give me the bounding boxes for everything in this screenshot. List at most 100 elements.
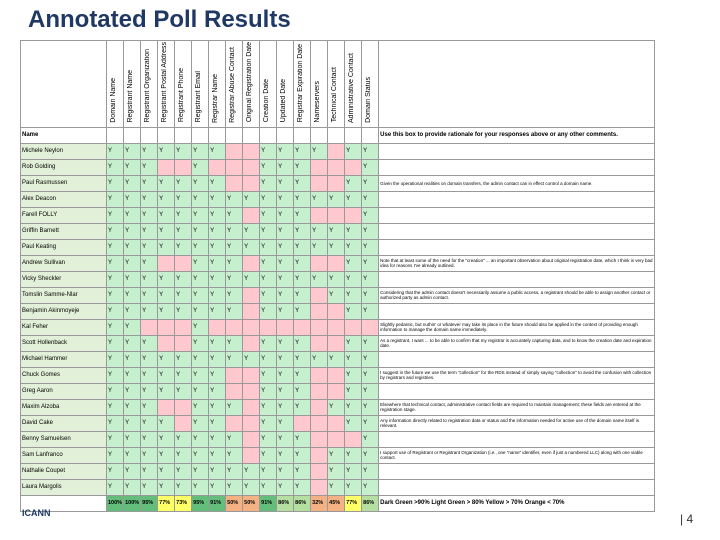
response-cell [225, 174, 244, 192]
response-cell [327, 318, 346, 336]
response-cell: Y [276, 142, 295, 160]
response-cell [242, 254, 261, 272]
response-cell [310, 478, 329, 496]
blank-cell [105, 126, 125, 144]
response-cell: Y [105, 206, 125, 224]
response-cell: Y [174, 462, 193, 480]
response-cell: Y [191, 286, 210, 304]
respondent-name: Paul Keating [20, 238, 107, 256]
response-cell [310, 318, 329, 336]
response-cell: Y [259, 414, 278, 432]
response-cell: Y [191, 158, 210, 176]
response-cell: Y [191, 318, 210, 336]
response-cell: Y [293, 142, 312, 160]
data-row: Michele Neylon Y Y Y Y Y Y Y Y Y Y Y Y Y [20, 142, 656, 160]
response-cell: Y [344, 462, 363, 480]
column-header: Domain Name [110, 77, 117, 123]
response-cell: Y [208, 350, 227, 368]
response-cell: Y [140, 222, 159, 240]
response-cell [327, 158, 346, 176]
response-cell: Y [123, 318, 142, 336]
response-cell: Y [140, 334, 159, 352]
total-cell: 73% [174, 494, 193, 512]
response-cell [174, 398, 193, 416]
column-header-cell: Registrant Email [191, 40, 210, 128]
response-cell [293, 414, 312, 432]
response-cell: Y [208, 270, 227, 288]
response-cell [259, 318, 278, 336]
response-cell: Y [276, 174, 295, 192]
response-cell [140, 318, 159, 336]
response-cell: Y [174, 382, 193, 400]
response-cell: Y [310, 222, 329, 240]
response-cell: Y [105, 478, 125, 496]
response-cell: Y [191, 190, 210, 208]
response-cell [361, 318, 380, 336]
response-cell: Y [259, 478, 278, 496]
response-cell: Y [191, 446, 210, 464]
response-cell [242, 382, 261, 400]
response-cell: Y [293, 174, 312, 192]
respondent-name: Scott Hollenback [20, 334, 107, 352]
response-cell: Y [242, 270, 261, 288]
response-cell: Y [259, 286, 278, 304]
response-cell: Y [327, 286, 346, 304]
response-cell: Y [105, 382, 125, 400]
legend: Dark Green >90% Light Green > 80% Yellow… [378, 494, 656, 512]
response-cell: Y [242, 462, 261, 480]
column-header: Registrant Name [127, 70, 135, 123]
response-cell: Y [259, 302, 278, 320]
comment [378, 190, 656, 208]
response-cell: Y [105, 318, 125, 336]
comment [378, 478, 656, 496]
total-cell: 50% [242, 494, 261, 512]
response-cell [242, 334, 261, 352]
response-cell: Y [327, 270, 346, 288]
response-cell: Y [276, 478, 295, 496]
comment [378, 430, 656, 448]
data-row: Maxim Alzoba Y Y Y Y Y Y Y Y Y Y Y Y Elsewhere that t… [20, 398, 656, 416]
response-cell: Y [157, 222, 176, 240]
respondent-name: Andrew Sullivan [20, 254, 107, 272]
response-cell: Y [344, 222, 363, 240]
response-cell: Y [208, 334, 227, 352]
response-cell: Y [140, 254, 159, 272]
response-cell: Y [259, 382, 278, 400]
response-cell: Y [140, 478, 159, 496]
response-cell: Y [276, 270, 295, 288]
response-cell [174, 158, 193, 176]
column-header-cell: Domain Name [105, 40, 125, 128]
respondent-name: Vicky Sheckler [20, 270, 107, 288]
response-cell: Y [174, 446, 193, 464]
comment [378, 382, 656, 400]
response-cell: Y [174, 286, 193, 304]
poll-table: Domain Name Registrant Name Registrant Org… [20, 40, 656, 512]
response-cell: Y [191, 206, 210, 224]
comment [378, 158, 656, 176]
response-cell: Y [105, 350, 125, 368]
response-cell [225, 414, 244, 432]
response-cell: Y [191, 334, 210, 352]
response-cell: Y [208, 222, 227, 240]
column-header: Original Registration Date [246, 42, 254, 123]
column-header-cell: Domain Status [361, 40, 380, 128]
response-cell [344, 158, 363, 176]
response-cell [242, 414, 261, 432]
response-cell [310, 382, 329, 400]
response-cell: Y [140, 414, 159, 432]
respondent-name: Sam Lanfranco [20, 446, 107, 464]
column-header: Administrative Contact [348, 52, 356, 123]
response-cell: Y [123, 158, 142, 176]
response-cell: Y [344, 478, 363, 496]
response-cell: Y [140, 398, 159, 416]
response-cell: Y [208, 398, 227, 416]
column-header-cell: Updated Date [276, 40, 295, 128]
response-cell [157, 254, 176, 272]
column-header-cell: Registrar Name [208, 40, 227, 128]
response-cell: Y [361, 270, 380, 288]
response-cell [310, 334, 329, 352]
response-cell: Y [361, 158, 380, 176]
data-row: David Cake Y Y Y Y Y Y Y Y Y Y Any information dire… [20, 414, 656, 432]
response-cell [310, 446, 329, 464]
response-cell: Y [344, 366, 363, 384]
